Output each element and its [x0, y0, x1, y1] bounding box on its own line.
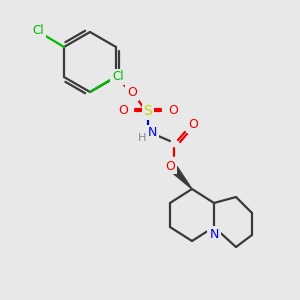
Text: O: O	[127, 86, 137, 100]
Text: H: H	[138, 133, 146, 143]
Text: O: O	[165, 160, 175, 172]
Text: Cl: Cl	[112, 70, 124, 83]
Text: N: N	[209, 227, 219, 241]
Text: O: O	[188, 118, 198, 130]
Text: O: O	[168, 103, 178, 116]
Text: N: N	[147, 127, 157, 140]
Text: S: S	[144, 104, 152, 118]
Text: Cl: Cl	[32, 25, 44, 38]
Polygon shape	[171, 166, 192, 189]
Text: O: O	[118, 103, 128, 116]
